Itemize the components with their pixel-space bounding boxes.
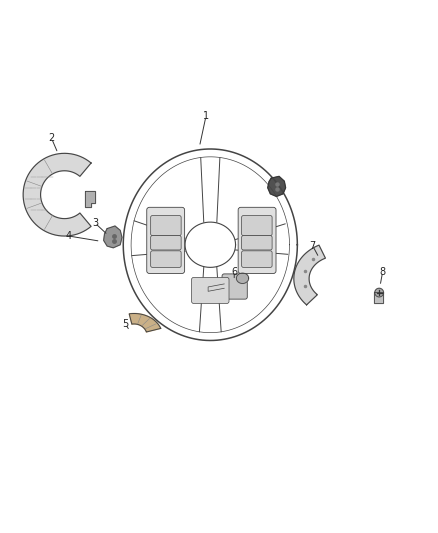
FancyBboxPatch shape [242,215,272,236]
FancyBboxPatch shape [222,274,247,299]
FancyBboxPatch shape [191,277,229,303]
Text: 8: 8 [380,266,386,277]
Polygon shape [23,154,91,236]
FancyBboxPatch shape [151,251,181,268]
Polygon shape [129,313,161,332]
FancyBboxPatch shape [147,207,185,273]
Polygon shape [85,191,95,207]
Text: 4: 4 [66,231,72,241]
Text: 7: 7 [310,240,316,251]
FancyBboxPatch shape [151,236,181,250]
Polygon shape [375,288,384,297]
Text: 5: 5 [122,319,128,329]
Polygon shape [374,292,383,303]
Text: 1: 1 [203,111,209,122]
Polygon shape [104,226,122,248]
FancyBboxPatch shape [238,207,276,273]
Text: 3: 3 [92,218,98,228]
Text: 6: 6 [231,266,237,277]
FancyBboxPatch shape [242,236,272,250]
Polygon shape [268,176,286,197]
FancyBboxPatch shape [151,215,181,236]
Text: 2: 2 [48,133,55,143]
Polygon shape [294,245,325,305]
FancyBboxPatch shape [242,251,272,268]
Polygon shape [237,273,249,284]
Polygon shape [208,284,224,292]
